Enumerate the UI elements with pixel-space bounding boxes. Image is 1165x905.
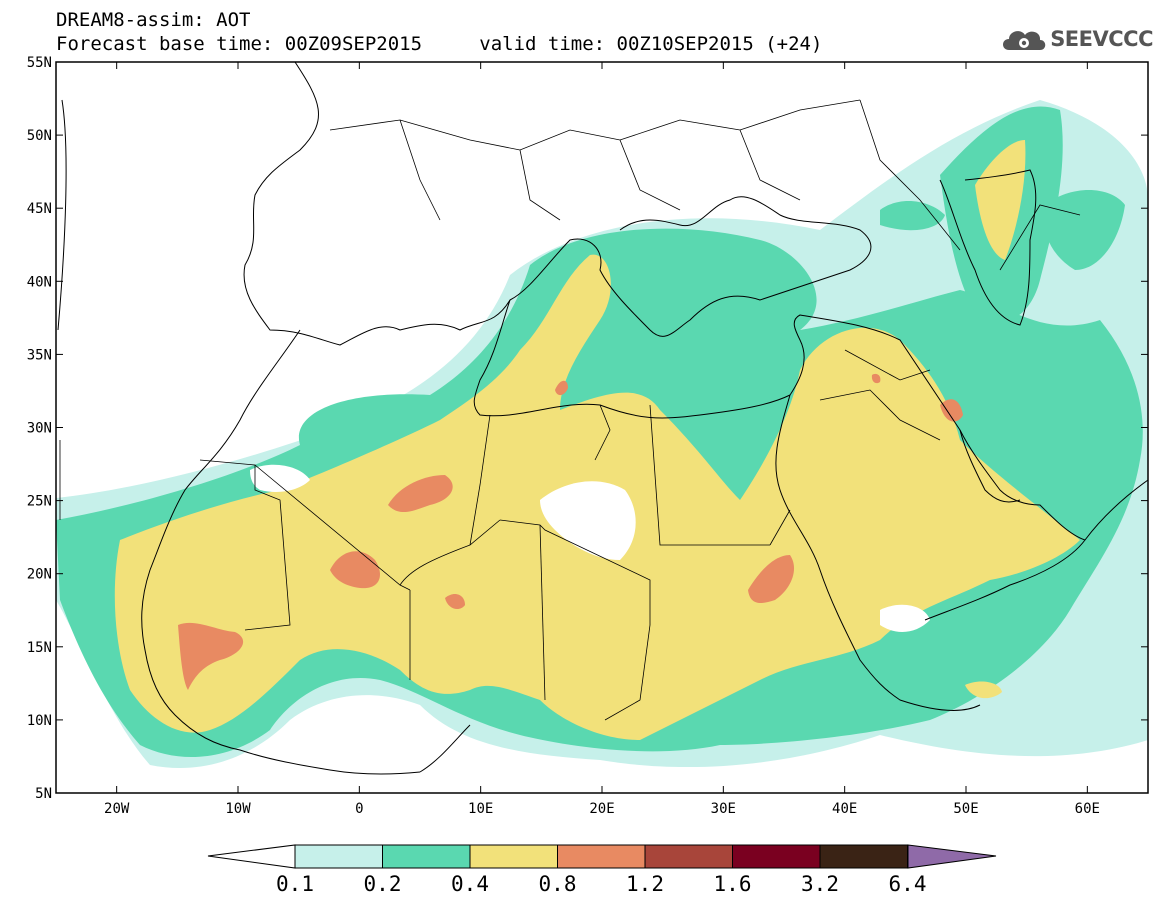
colorbar-under-arrow <box>207 844 296 869</box>
valid-time-label: valid time: 00Z10SEP2015 (+24) <box>479 33 823 55</box>
colorbar-level-label: 1.6 <box>713 872 752 896</box>
colorbar <box>207 844 997 869</box>
lon-tick-label: 20W <box>104 801 130 817</box>
colorbar-level-label: 0.2 <box>363 872 402 896</box>
lon-tick-label: 40E <box>832 801 857 817</box>
country-borders <box>59 99 1081 721</box>
lat-tick-label: 20N <box>27 567 52 583</box>
latitude-ticks: 5N 10N 15N 20N 25N 30N 35N 40N 45N 50N 55N <box>27 55 1148 802</box>
aot-band-0.8 <box>178 373 963 690</box>
lon-tick-label: 30E <box>711 801 736 817</box>
no-data-patches <box>250 464 930 632</box>
coastlines <box>57 62 1148 775</box>
colorbar-level-label: 0.4 <box>451 872 489 896</box>
lat-tick-label: 5N <box>35 786 52 802</box>
base-time-label: Forecast base time: 00Z09SEP2015 <box>56 33 423 55</box>
colorbar-over-arrow <box>907 844 997 869</box>
longitude-ticks: 20W 10W 0 10E 20E 30E 40E 50E 60E <box>104 62 1100 817</box>
lat-tick-label: 10N <box>27 713 52 729</box>
lat-tick-label: 15N <box>27 640 52 656</box>
colorbar-level-label: 6.4 <box>888 872 927 896</box>
lat-tick-label: 45N <box>27 201 52 217</box>
cloud-gear-icon <box>1003 31 1046 50</box>
lat-tick-label: 50N <box>27 128 52 144</box>
logo-text: SEEVCCC <box>1050 27 1153 51</box>
colorbar-level-label: 0.8 <box>538 872 577 896</box>
seevccc-logo: SEEVCCC <box>999 24 1153 54</box>
colorbar-box <box>732 844 821 869</box>
colorbar-box <box>557 844 646 869</box>
colorbar-box <box>644 844 733 869</box>
colorbar-box <box>382 844 471 869</box>
lat-tick-label: 55N <box>27 55 52 71</box>
lat-tick-label: 25N <box>27 494 52 510</box>
lon-tick-label: 10E <box>468 801 493 817</box>
lon-tick-label: 50E <box>953 801 978 817</box>
lat-tick-label: 35N <box>27 347 52 363</box>
lon-tick-label: 20E <box>589 801 614 817</box>
lat-tick-label: 30N <box>27 421 52 437</box>
colorbar-box <box>469 844 558 869</box>
colorbar-box <box>294 844 383 869</box>
colorbar-level-label: 0.1 <box>276 872 314 896</box>
lat-tick-label: 40N <box>27 274 52 290</box>
map-title: DREAM8-assim: AOT <box>56 9 251 31</box>
lon-tick-label: 10W <box>225 801 251 817</box>
forecast-times: Forecast base time: 00Z09SEP2015 valid t… <box>56 33 822 55</box>
colorbar-level-label: 1.2 <box>626 872 664 896</box>
colorbar-boxes <box>294 844 908 869</box>
colorbar-box <box>819 844 908 869</box>
lon-tick-label: 60E <box>1075 801 1100 817</box>
colorbar-level-label: 3.2 <box>801 872 839 896</box>
lon-tick-label: 0 <box>355 801 363 817</box>
